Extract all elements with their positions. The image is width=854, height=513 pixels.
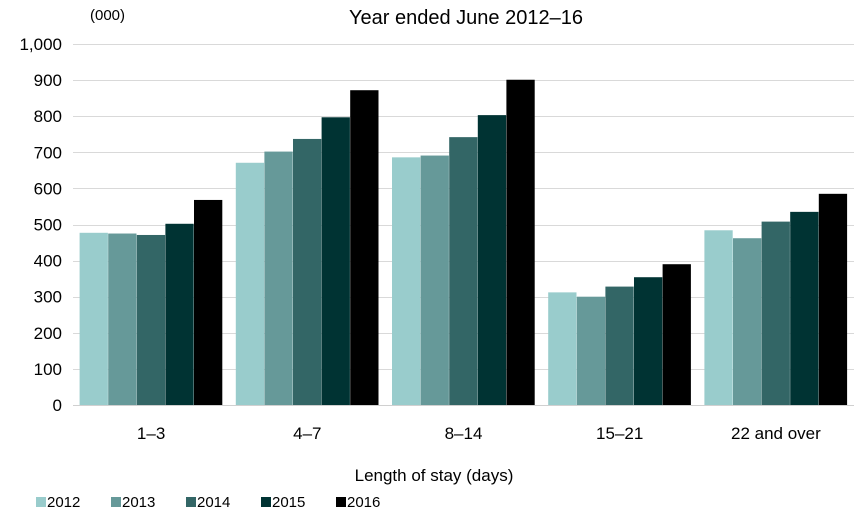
legend-label-2016: 2016 <box>347 494 380 511</box>
legend-label-2015: 2015 <box>272 494 305 511</box>
bar-2014 <box>136 234 166 405</box>
legend-label-2012: 2012 <box>47 494 80 511</box>
bar-2015 <box>165 223 194 405</box>
y-axis-ticks: 0 100 200 300 400 500 600 700 800 900 1,000 <box>19 35 62 415</box>
x-axis-ticks: 1–3 4–7 8–14 15–21 22 and over <box>137 424 821 443</box>
bar-2016 <box>818 193 848 405</box>
chart-title: Year ended June 2012–16 <box>349 7 583 29</box>
y-tick-label: 300 <box>34 288 62 307</box>
y-tick-label: 200 <box>34 324 62 343</box>
x-tick-label: 1–3 <box>137 424 165 443</box>
x-tick-label: 22 and over <box>731 424 821 443</box>
x-tick-label: 8–14 <box>445 424 483 443</box>
y-tick-label: 500 <box>34 216 62 235</box>
y-tick-label: 0 <box>53 396 62 415</box>
bar-2014 <box>761 221 790 405</box>
bar-2013 <box>733 238 762 405</box>
y-tick-label: 900 <box>34 71 62 90</box>
y-tick-label: 600 <box>34 179 62 198</box>
legend-swatch-2015 <box>261 497 271 507</box>
bar-2014 <box>605 286 634 405</box>
bar-2016 <box>194 199 223 405</box>
bar-2016 <box>662 264 691 405</box>
bar-2013 <box>264 151 293 405</box>
bar-2012 <box>548 292 577 405</box>
x-tick-label: 15–21 <box>596 424 643 443</box>
bar-2014 <box>449 137 478 405</box>
bar-2013 <box>420 155 449 405</box>
bar-2015 <box>477 115 507 406</box>
bar-2016 <box>506 79 535 406</box>
y-tick-label: 800 <box>34 107 62 126</box>
bar-2012 <box>704 230 733 405</box>
bars <box>79 79 848 406</box>
x-tick-label: 4–7 <box>293 424 321 443</box>
y-tick-label: 400 <box>34 252 62 271</box>
legend-swatch-2016 <box>336 497 346 507</box>
y-tick-label: 700 <box>34 143 62 162</box>
bar-2015 <box>634 277 663 405</box>
y-tick-label: 100 <box>34 360 62 379</box>
bar-2016 <box>350 90 379 406</box>
legend-label-2014: 2014 <box>197 494 230 511</box>
bar-2012 <box>79 232 108 405</box>
bar-2012 <box>235 162 265 405</box>
legend-swatch-2012 <box>36 497 46 507</box>
legend-swatch-2014 <box>186 497 196 507</box>
bar-2014 <box>293 138 322 405</box>
y-unit-label: (000) <box>90 7 125 24</box>
bar-2015 <box>321 117 350 405</box>
legend-label-2013: 2013 <box>122 494 155 511</box>
y-tick-label: 1,000 <box>19 35 62 54</box>
legend: 2012 2013 2014 2015 2016 <box>36 494 380 511</box>
bar-2015 <box>790 211 819 405</box>
bar-2012 <box>392 157 421 405</box>
bar-2013 <box>108 233 137 405</box>
legend-swatch-2013 <box>111 497 121 507</box>
bar-2013 <box>576 296 606 405</box>
x-axis-label: Length of stay (days) <box>355 466 514 485</box>
